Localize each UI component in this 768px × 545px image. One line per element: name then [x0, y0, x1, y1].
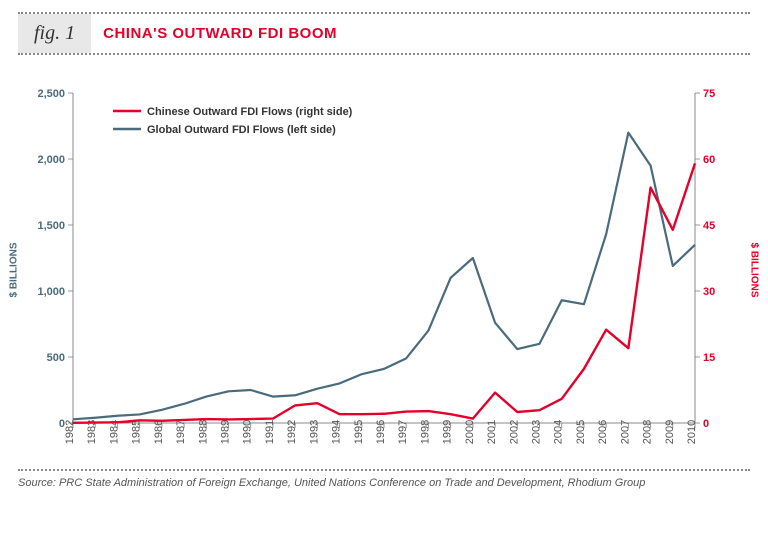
line-chart: 05001,0001,5002,0002,5000153045607519821… — [18, 75, 750, 465]
svg-text:60: 60 — [703, 154, 715, 166]
svg-text:1999: 1999 — [442, 420, 454, 444]
chart-title: CHINA'S OUTWARD FDI BOOM — [91, 14, 349, 53]
source-text: Source: PRC State Administration of Fore… — [18, 469, 750, 489]
svg-text:2001: 2001 — [486, 420, 498, 444]
svg-text:2008: 2008 — [642, 420, 654, 444]
svg-text:2007: 2007 — [619, 420, 631, 444]
svg-text:1998: 1998 — [419, 420, 431, 444]
svg-text:30: 30 — [703, 286, 715, 298]
svg-text:1996: 1996 — [375, 420, 387, 444]
svg-text:45: 45 — [703, 220, 715, 232]
y-axis-right-label: $ BILLIONS — [749, 242, 760, 297]
svg-text:2009: 2009 — [664, 420, 676, 444]
svg-text:500: 500 — [47, 352, 65, 364]
svg-text:1994: 1994 — [331, 420, 343, 444]
svg-text:1991: 1991 — [264, 420, 276, 444]
svg-text:1990: 1990 — [242, 420, 254, 444]
svg-text:1,500: 1,500 — [37, 220, 65, 232]
svg-text:2004: 2004 — [553, 420, 565, 444]
svg-text:2002: 2002 — [508, 420, 520, 444]
svg-text:2,500: 2,500 — [37, 88, 65, 100]
svg-text:2006: 2006 — [597, 420, 609, 444]
y-axis-left-label: $ BILLIONS — [9, 242, 20, 297]
chart-area: $ BILLIONS $ BILLIONS 05001,0001,5002,00… — [18, 75, 750, 465]
svg-text:1985: 1985 — [131, 420, 143, 444]
svg-text:Chinese Outward FDI Flows (rig: Chinese Outward FDI Flows (right side) — [147, 106, 353, 118]
svg-text:1,000: 1,000 — [37, 286, 65, 298]
svg-text:1986: 1986 — [153, 420, 165, 444]
svg-text:1987: 1987 — [175, 420, 187, 444]
svg-text:1993: 1993 — [308, 420, 320, 444]
svg-text:2000: 2000 — [464, 420, 476, 444]
svg-text:0: 0 — [703, 418, 709, 430]
svg-text:2010: 2010 — [686, 420, 698, 444]
svg-text:2,000: 2,000 — [37, 154, 65, 166]
svg-text:1997: 1997 — [397, 420, 409, 444]
svg-text:75: 75 — [703, 88, 715, 100]
header: fig. 1 CHINA'S OUTWARD FDI BOOM — [18, 12, 750, 55]
svg-text:1988: 1988 — [197, 420, 209, 444]
svg-text:15: 15 — [703, 352, 715, 364]
svg-text:1995: 1995 — [353, 420, 365, 444]
svg-text:2005: 2005 — [575, 420, 587, 444]
svg-text:2003: 2003 — [531, 420, 543, 444]
svg-text:1992: 1992 — [286, 420, 298, 444]
figure-label: fig. 1 — [18, 14, 91, 53]
svg-text:Global Outward FDI Flows (left: Global Outward FDI Flows (left side) — [147, 124, 336, 136]
svg-text:1989: 1989 — [220, 420, 232, 444]
